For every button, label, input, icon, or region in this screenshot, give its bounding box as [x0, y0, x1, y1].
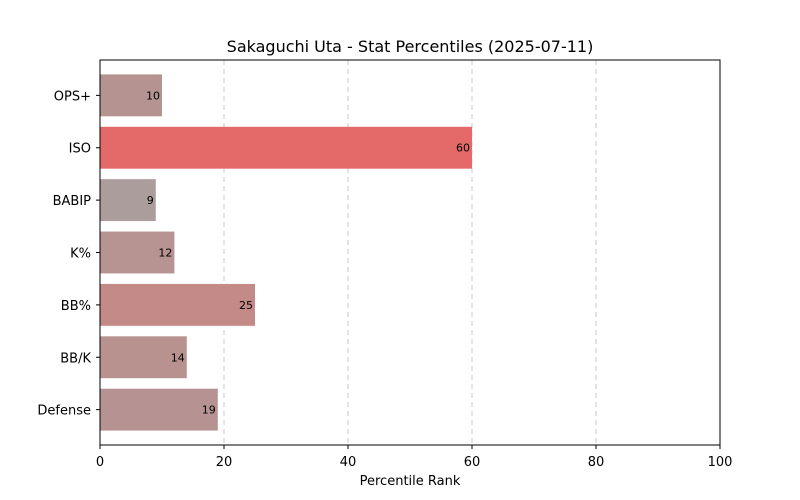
x-tick-label: 40	[340, 455, 357, 470]
y-tick-label: ISO	[69, 142, 91, 157]
x-axis: 0 20 40 60 80 100	[96, 445, 733, 470]
x-tick-label: 100	[708, 455, 733, 470]
x-tick-label: 60	[464, 455, 481, 470]
y-axis: OPS+ ISO BABIP K% BB% BB/K Defense	[37, 89, 100, 419]
gridlines	[223, 60, 597, 445]
bar-value-label: 10	[146, 89, 160, 102]
y-tick-label: BABIP	[53, 194, 92, 209]
chart-title: Sakaguchi Uta - Stat Percentiles (2025-0…	[227, 37, 594, 56]
data-labels: 10 60 9 12 25 14 19	[146, 89, 470, 416]
bar	[100, 179, 156, 222]
bar-value-label: 9	[147, 194, 154, 207]
y-tick-label: K%	[70, 247, 91, 262]
bar-value-label: 60	[456, 142, 470, 155]
plot-frame	[99, 59, 721, 446]
bar	[100, 283, 255, 326]
bar-value-label: 12	[158, 247, 172, 260]
bar	[100, 231, 175, 274]
bar	[100, 388, 218, 431]
y-tick-label: BB/K	[60, 351, 91, 366]
x-axis-title: Percentile Rank	[360, 474, 461, 489]
x-tick-label: 20	[216, 455, 233, 470]
x-tick-label: 80	[588, 455, 605, 470]
x-tick-label: 0	[96, 455, 104, 470]
bar	[100, 74, 162, 117]
y-tick-label: Defense	[37, 404, 91, 419]
y-tick-label: BB%	[61, 299, 91, 314]
bar-value-label: 19	[202, 404, 216, 417]
y-tick-label: OPS+	[54, 89, 91, 104]
bar-value-label: 14	[171, 351, 185, 364]
bar-value-label: 25	[239, 299, 253, 312]
bars	[100, 74, 472, 431]
bar	[100, 336, 187, 379]
bar	[100, 126, 472, 169]
